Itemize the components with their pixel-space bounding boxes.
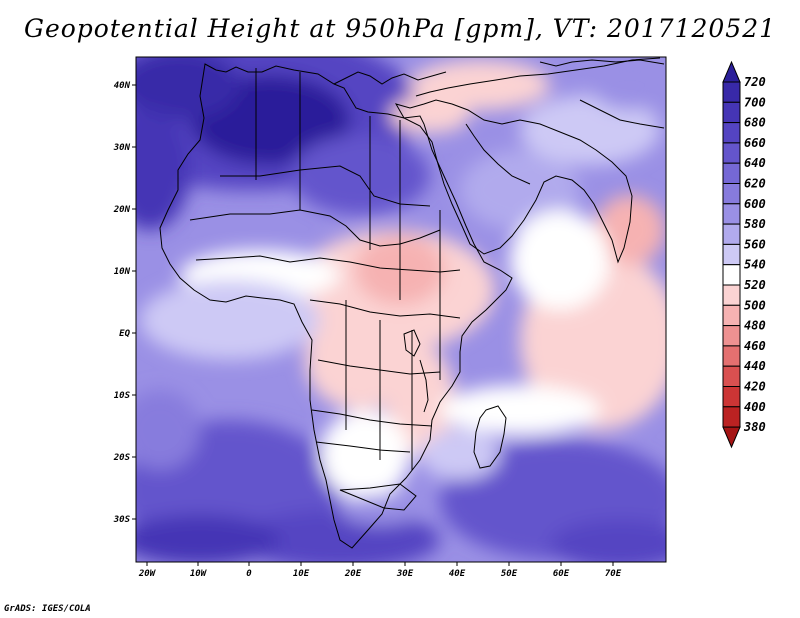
colorbar-swatch [722, 183, 741, 205]
axis-ticks [132, 84, 614, 566]
lon-label: 0 [246, 569, 252, 579]
coastlines [159, 57, 665, 549]
colorbar-swatch [722, 162, 741, 184]
colorbar-arrow-bottom [722, 426, 741, 449]
colorbar-label: 700 [744, 95, 766, 109]
lon-label: 50E [501, 569, 518, 579]
colorbar-label: 680 [744, 116, 766, 130]
colorbar-label: 400 [744, 400, 766, 414]
colorbar-label: 540 [744, 258, 766, 272]
colorbar-swatch [722, 243, 741, 266]
lat-label: 10S [114, 391, 131, 401]
lat-label: 20N [113, 205, 131, 215]
colorbar-arrow-top [722, 60, 741, 83]
colorbar-swatch [722, 406, 741, 428]
colorbar-swatch [722, 304, 741, 327]
lat-axis: 40N 30N 20N 10N EQ 10S 20S 30S [113, 81, 131, 525]
colorbar-label: 580 [744, 217, 766, 231]
colorbar-label: 420 [744, 380, 766, 394]
map-frame [135, 56, 667, 563]
colorbar-label: 600 [744, 197, 766, 211]
lat-label: 10N [114, 267, 131, 277]
colorbar-swatch [722, 365, 741, 388]
map-title: Geopotential Height at 950hPa [gpm], VT:… [23, 14, 777, 43]
colorbar-swatch [722, 284, 741, 306]
colorbar-swatch [722, 264, 741, 286]
colorbar-swatch [722, 325, 741, 347]
colorbar-label: 460 [744, 339, 766, 353]
lon-label: 10E [293, 569, 310, 579]
colorbar-swatch [722, 122, 741, 144]
lat-label: 30S [113, 515, 131, 525]
colorbar-label: 500 [744, 298, 766, 312]
colorbar-swatch [722, 142, 741, 164]
colorbar-label: 380 [743, 420, 766, 434]
colorbar-label: 440 [744, 359, 766, 373]
colorbar-label: 660 [744, 136, 766, 150]
lon-label: 70E [605, 569, 622, 579]
lat-label: 20S [113, 453, 131, 463]
colorbar-swatch [722, 81, 741, 103]
lat-label: EQ [119, 329, 130, 339]
lon-label: 40E [449, 569, 466, 579]
lat-label: 30N [113, 143, 131, 153]
lon-axis: 20W 10W 0 10E 20E 30E 40E 50E 60E 70E [138, 569, 622, 579]
colorbar-label: 480 [744, 319, 766, 333]
grads-credit: GrADS: IGES/COLA [4, 604, 91, 614]
lon-label: 60E [553, 569, 570, 579]
colorbar-swatch [722, 345, 741, 367]
lon-label: 30E [396, 569, 414, 579]
lat-label: 40N [114, 81, 131, 91]
colorbar-swatch [722, 386, 741, 408]
lon-label: 20E [344, 569, 362, 579]
colorbar-label: 520 [744, 278, 766, 292]
height-field [136, 57, 666, 562]
colorbar-swatch [722, 223, 741, 245]
colorbar-label: 560 [744, 237, 766, 251]
colorbar-label: 640 [744, 156, 766, 170]
colorbar: 720 700 680 660 640 620 600 580 560 540 520 500 480 4… [722, 60, 766, 449]
lon-label: 10W [190, 569, 208, 579]
lon-label: 20W [138, 569, 157, 579]
colorbar-swatch [722, 101, 741, 124]
colorbar-swatch [722, 203, 741, 225]
colorbar-label: 720 [744, 75, 766, 89]
colorbar-label: 620 [744, 177, 766, 191]
